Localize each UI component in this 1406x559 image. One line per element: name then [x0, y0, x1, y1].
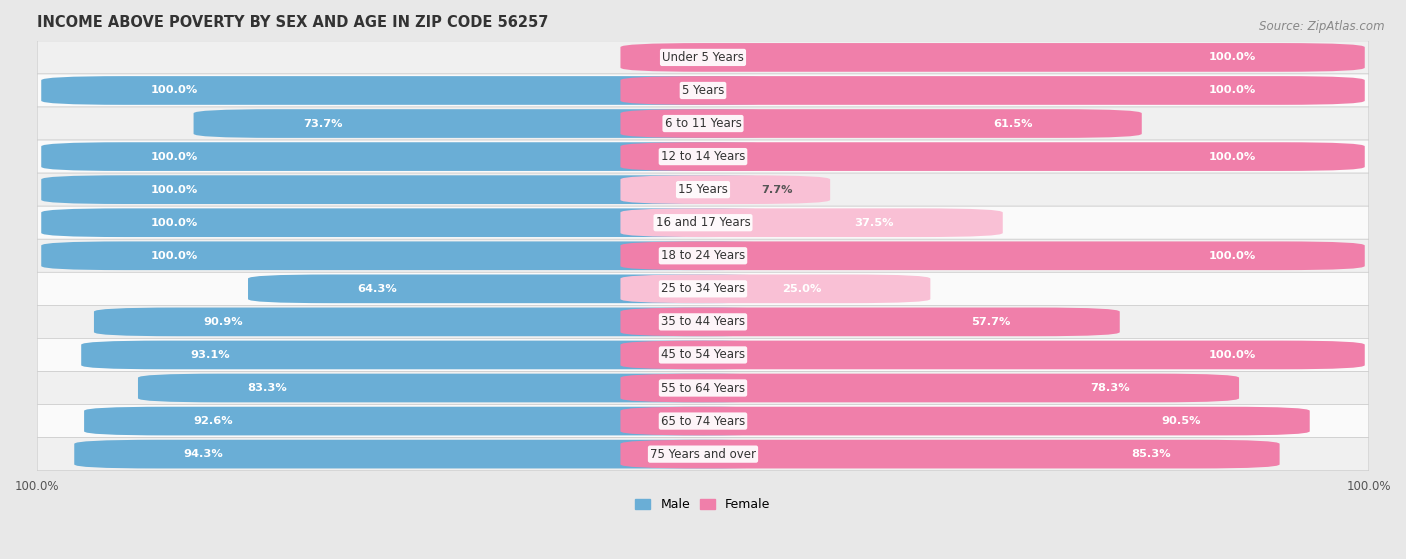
- FancyBboxPatch shape: [620, 340, 1365, 369]
- FancyBboxPatch shape: [37, 74, 1369, 107]
- FancyBboxPatch shape: [620, 209, 1002, 237]
- Text: 61.5%: 61.5%: [993, 119, 1032, 129]
- FancyBboxPatch shape: [620, 76, 1365, 105]
- FancyBboxPatch shape: [620, 43, 1365, 72]
- Text: 65 to 74 Years: 65 to 74 Years: [661, 415, 745, 428]
- Text: 90.5%: 90.5%: [1161, 416, 1201, 426]
- FancyBboxPatch shape: [620, 241, 1365, 270]
- Text: 18 to 24 Years: 18 to 24 Years: [661, 249, 745, 262]
- FancyBboxPatch shape: [37, 140, 1369, 173]
- FancyBboxPatch shape: [37, 173, 1369, 206]
- Text: 100.0%: 100.0%: [1208, 251, 1256, 260]
- FancyBboxPatch shape: [37, 438, 1369, 471]
- FancyBboxPatch shape: [75, 440, 786, 468]
- Text: 37.5%: 37.5%: [853, 217, 894, 228]
- FancyBboxPatch shape: [138, 373, 786, 402]
- FancyBboxPatch shape: [37, 41, 1369, 74]
- FancyBboxPatch shape: [620, 142, 1365, 171]
- Text: Under 5 Years: Under 5 Years: [662, 51, 744, 64]
- Text: 83.3%: 83.3%: [247, 383, 287, 393]
- Text: 35 to 44 Years: 35 to 44 Years: [661, 315, 745, 328]
- Text: 12 to 14 Years: 12 to 14 Years: [661, 150, 745, 163]
- Text: 25.0%: 25.0%: [782, 284, 821, 294]
- Text: 90.9%: 90.9%: [202, 317, 243, 327]
- Text: 55 to 64 Years: 55 to 64 Years: [661, 381, 745, 395]
- FancyBboxPatch shape: [37, 239, 1369, 272]
- FancyBboxPatch shape: [37, 405, 1369, 438]
- Text: 100.0%: 100.0%: [1208, 350, 1256, 360]
- FancyBboxPatch shape: [82, 340, 786, 369]
- Text: 100.0%: 100.0%: [150, 151, 198, 162]
- FancyBboxPatch shape: [41, 241, 786, 270]
- FancyBboxPatch shape: [37, 107, 1369, 140]
- FancyBboxPatch shape: [41, 176, 786, 204]
- FancyBboxPatch shape: [37, 372, 1369, 405]
- Text: 92.6%: 92.6%: [193, 416, 233, 426]
- FancyBboxPatch shape: [620, 373, 1239, 402]
- Text: 100.0%: 100.0%: [150, 217, 198, 228]
- Text: 73.7%: 73.7%: [302, 119, 342, 129]
- Legend: Male, Female: Male, Female: [630, 493, 776, 516]
- FancyBboxPatch shape: [37, 338, 1369, 372]
- Text: 78.3%: 78.3%: [1090, 383, 1130, 393]
- FancyBboxPatch shape: [194, 109, 786, 138]
- Text: 85.3%: 85.3%: [1130, 449, 1170, 459]
- Text: 15 Years: 15 Years: [678, 183, 728, 196]
- FancyBboxPatch shape: [247, 274, 786, 303]
- Text: 7.7%: 7.7%: [761, 184, 793, 195]
- FancyBboxPatch shape: [37, 305, 1369, 338]
- Text: 93.1%: 93.1%: [190, 350, 231, 360]
- Text: 25 to 34 Years: 25 to 34 Years: [661, 282, 745, 295]
- Text: 100.0%: 100.0%: [150, 251, 198, 260]
- FancyBboxPatch shape: [620, 307, 1119, 336]
- Text: 100.0%: 100.0%: [150, 86, 198, 96]
- Text: 64.3%: 64.3%: [357, 284, 396, 294]
- FancyBboxPatch shape: [620, 440, 1279, 468]
- Text: INCOME ABOVE POVERTY BY SEX AND AGE IN ZIP CODE 56257: INCOME ABOVE POVERTY BY SEX AND AGE IN Z…: [37, 15, 548, 30]
- Text: 16 and 17 Years: 16 and 17 Years: [655, 216, 751, 229]
- Text: 6 to 11 Years: 6 to 11 Years: [665, 117, 741, 130]
- Text: 100.0%: 100.0%: [1208, 86, 1256, 96]
- FancyBboxPatch shape: [41, 76, 786, 105]
- Text: 100.0%: 100.0%: [1208, 53, 1256, 63]
- FancyBboxPatch shape: [41, 209, 786, 237]
- Text: 75 Years and over: 75 Years and over: [650, 448, 756, 461]
- Text: 57.7%: 57.7%: [972, 317, 1011, 327]
- FancyBboxPatch shape: [84, 407, 786, 435]
- Text: 5 Years: 5 Years: [682, 84, 724, 97]
- Text: 45 to 54 Years: 45 to 54 Years: [661, 348, 745, 362]
- FancyBboxPatch shape: [620, 407, 1310, 435]
- Text: 94.3%: 94.3%: [183, 449, 224, 459]
- Text: 100.0%: 100.0%: [150, 184, 198, 195]
- FancyBboxPatch shape: [41, 142, 786, 171]
- FancyBboxPatch shape: [94, 307, 786, 336]
- Text: Source: ZipAtlas.com: Source: ZipAtlas.com: [1260, 20, 1385, 32]
- FancyBboxPatch shape: [620, 274, 931, 303]
- Text: 100.0%: 100.0%: [1208, 151, 1256, 162]
- FancyBboxPatch shape: [37, 272, 1369, 305]
- FancyBboxPatch shape: [37, 206, 1369, 239]
- FancyBboxPatch shape: [620, 109, 1142, 138]
- FancyBboxPatch shape: [620, 176, 830, 204]
